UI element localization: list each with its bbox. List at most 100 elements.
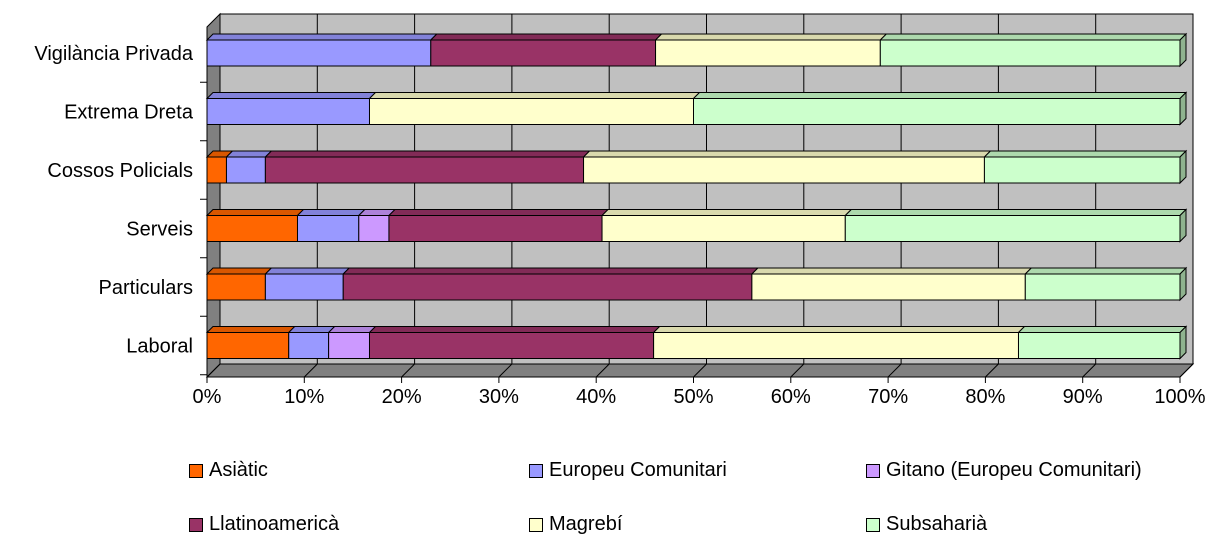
bar-front-face [225,156,266,184]
bar-top-face [225,150,273,158]
bar-front-face [288,332,330,359]
bar-front-face [388,215,603,242]
bar-top-face [327,326,377,333]
x-tick-label: 90% [1063,386,1103,408]
bar-top-face [342,267,760,275]
bar-front-face [358,215,390,242]
bar-front-face [368,98,694,125]
bar-front-face [206,332,290,359]
bar-segment-5-3 [844,209,1188,242]
bar-top-face [652,326,1026,333]
bar-top-face [750,267,1033,275]
bar-front-face [430,39,657,67]
bar-front-face [653,332,1019,359]
bar-segment-0-3 [205,209,305,242]
axes-group: Vigilància Privada Extrema Dreta Cossos Po… [34,27,1206,408]
bar-front-face [983,156,1181,184]
category-label: Extrema Dreta [64,102,194,124]
bar-end-cap [1179,32,1187,68]
x-tick-label: 0% [193,386,222,408]
bar-front-face [296,215,360,242]
bar-segment-3-5 [368,326,661,359]
bar-segment-4-1 [368,92,701,125]
bar-top-face [296,209,366,216]
bar-top-face [287,326,336,333]
bar-front-face [879,39,1181,67]
plot-side-wall [206,12,221,379]
gridline-floor [790,363,805,378]
bar-front-face [328,332,370,359]
bar-top-face [205,33,438,41]
x-tick-label: 10% [284,386,324,408]
gridline-floor [1082,363,1097,378]
bar-top-face [387,209,610,216]
x-tick-label: 40% [576,386,616,408]
x-tick-label: 100% [1154,386,1205,408]
bar-top-face [368,92,701,99]
bar-front-face [368,332,655,359]
bar-top-face [983,150,1188,158]
bar-top-face [844,209,1188,216]
bar-segment-5-1 [692,92,1188,125]
bar-top-face [264,267,351,275]
bar-front-face [601,215,846,242]
x-tick-label: 60% [771,386,811,408]
bar-top-face [692,92,1188,99]
bar-top-face [654,33,888,41]
bar-segment-0-4 [205,267,273,301]
bar-front-face [1024,273,1181,301]
gridline-floor [401,363,415,378]
bar-segment-0-2 [205,150,234,184]
bar-end-cap [1179,266,1187,302]
bar-front-face [206,156,227,184]
gridline-floor [498,363,513,378]
gridline-floor [595,363,610,378]
bar-front-face [1017,332,1181,359]
bar-front-face [844,215,1181,242]
bar-segment-2-3 [357,209,397,242]
bar-end-cap [1179,325,1187,360]
bar-front-face [206,98,370,125]
bar-top-face [264,150,591,158]
bar-segment-3-0 [429,33,663,67]
bar-front-face [583,156,985,184]
gridline-floor [985,363,999,378]
bar-end-cap [1179,149,1187,185]
bar-top-face [1017,326,1188,333]
bar-segment-1-1 [205,92,377,125]
bar-front-face [342,273,753,301]
bar-segment-3-2 [264,150,591,184]
bar-segment-2-5 [327,326,377,359]
bar-segment-1-4 [264,267,351,301]
x-tick-label: 80% [965,386,1005,408]
bar-front-face [751,273,1026,301]
gridline-floor [206,363,221,378]
bar-top-face [205,326,296,333]
bar-segment-5-4 [1024,267,1188,301]
x-tick-label: 50% [673,386,713,408]
x-tick-label: 20% [382,386,422,408]
bar-segment-5-2 [983,150,1188,184]
category-label: Laboral [126,336,193,358]
bar-top-face [368,326,661,333]
gridline-floor [1179,363,1194,378]
gridline-floor [887,363,902,378]
bar-segment-3-3 [387,209,610,242]
bar-segment-1-3 [296,209,366,242]
category-label: Cossos Policials [47,160,193,182]
gridline-floor [303,363,318,378]
category-label: Vigilància Privada [34,43,193,65]
bar-segment-1-0 [205,33,438,67]
category-label: Particulars [99,277,193,299]
plot-area [205,12,1195,379]
bar-front-face [206,273,266,301]
bar-segment-4-2 [582,150,992,184]
bar-top-face [1024,267,1188,275]
bar-front-face [264,156,585,184]
bar-segment-5-5 [1017,326,1188,359]
bar-top-face [600,209,853,216]
bar-end-cap [1179,208,1187,243]
bar-front-face [655,39,881,67]
bar-segment-5-0 [879,33,1188,67]
